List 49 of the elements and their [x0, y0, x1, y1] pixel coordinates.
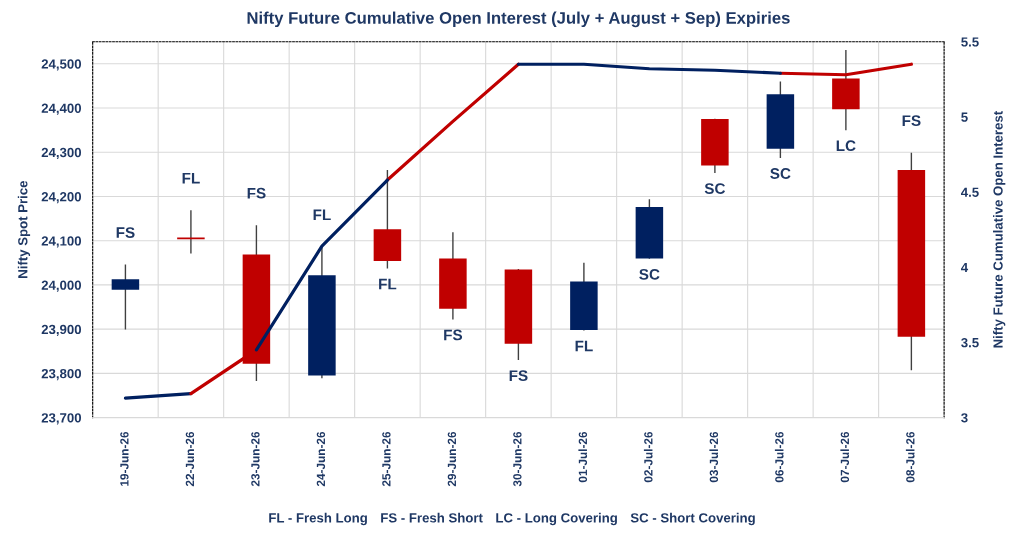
annotation: FS: [247, 187, 266, 199]
y-tick-label: 24,200: [41, 192, 82, 204]
y-tick-label: 23,700: [41, 413, 82, 425]
x-tick-label: 30-Jun-26: [513, 431, 522, 487]
annotation: LC: [836, 140, 856, 152]
x-tick-label: 02-Jul-26: [643, 431, 653, 483]
y-tick-label: 24,500: [41, 59, 82, 71]
annotation: FL: [575, 340, 593, 352]
annotation: FL: [313, 209, 331, 221]
x-tick-label: 24-Jun-26: [316, 431, 326, 487]
x-tick-label: 25-Jun-26: [382, 431, 391, 487]
candlestick: [111, 263, 140, 331]
annotation: SC: [704, 183, 726, 194]
y-tick-label: 23,800: [41, 368, 82, 381]
y2-tick-label: 4: [960, 262, 969, 273]
y-tick-label: 24,000: [41, 280, 82, 292]
x-tick-label: 08-Jul-26: [905, 431, 915, 483]
y2-tick-label: 3.5: [961, 337, 979, 348]
annotation: FL: [182, 172, 200, 184]
text: SC - Short Covering: [630, 512, 755, 526]
y-tick-label: 24,300: [41, 147, 82, 160]
x-tick-label: 29-Jun-26: [447, 431, 457, 487]
annotation: FS: [902, 115, 921, 127]
annotation: FS: [444, 329, 463, 341]
y2-tick-label: 3: [961, 413, 968, 423]
y2-tick-label: 5: [961, 112, 968, 122]
annotation: FS: [509, 370, 528, 382]
annotation: FS: [116, 227, 135, 238]
text: FL - Fresh Long: [269, 512, 367, 526]
text: FS - Fresh Short: [381, 512, 483, 523]
chart-title: Nifty Future Cumulative Open Interest (July + August + Sep) Expiries: [247, 11, 790, 28]
y2-axis-title: Nifty Future Cumulative Open Interest: [993, 111, 1006, 348]
y-tick-label: 24,100: [41, 236, 82, 248]
annotation: FL: [379, 278, 397, 290]
x-tick-label: 01-Jul-26: [578, 431, 588, 483]
x-tick-label: 03-Jul-26: [709, 431, 719, 483]
text: LC - Long Covering: [496, 512, 617, 526]
annotation: SC: [639, 268, 660, 280]
x-tick-label: 22-Jun-26: [185, 431, 195, 487]
y-axis-title: Nifty Spot Price: [17, 180, 31, 278]
x-tick-label: 06-Jul-26: [774, 431, 784, 483]
annotation: SC: [770, 168, 791, 179]
x-tick-label: 23-Jun-26: [251, 431, 260, 487]
y2-tick-label: 4.5: [960, 187, 979, 197]
x-tick-label: 07-Jul-26: [840, 431, 850, 483]
y-tick-label: 23,900: [41, 324, 82, 336]
y-tick-label: 24,400: [41, 103, 82, 115]
y2-tick-label: 5.5: [961, 37, 979, 47]
x-tick-label: 19-Jun-26: [120, 431, 129, 486]
